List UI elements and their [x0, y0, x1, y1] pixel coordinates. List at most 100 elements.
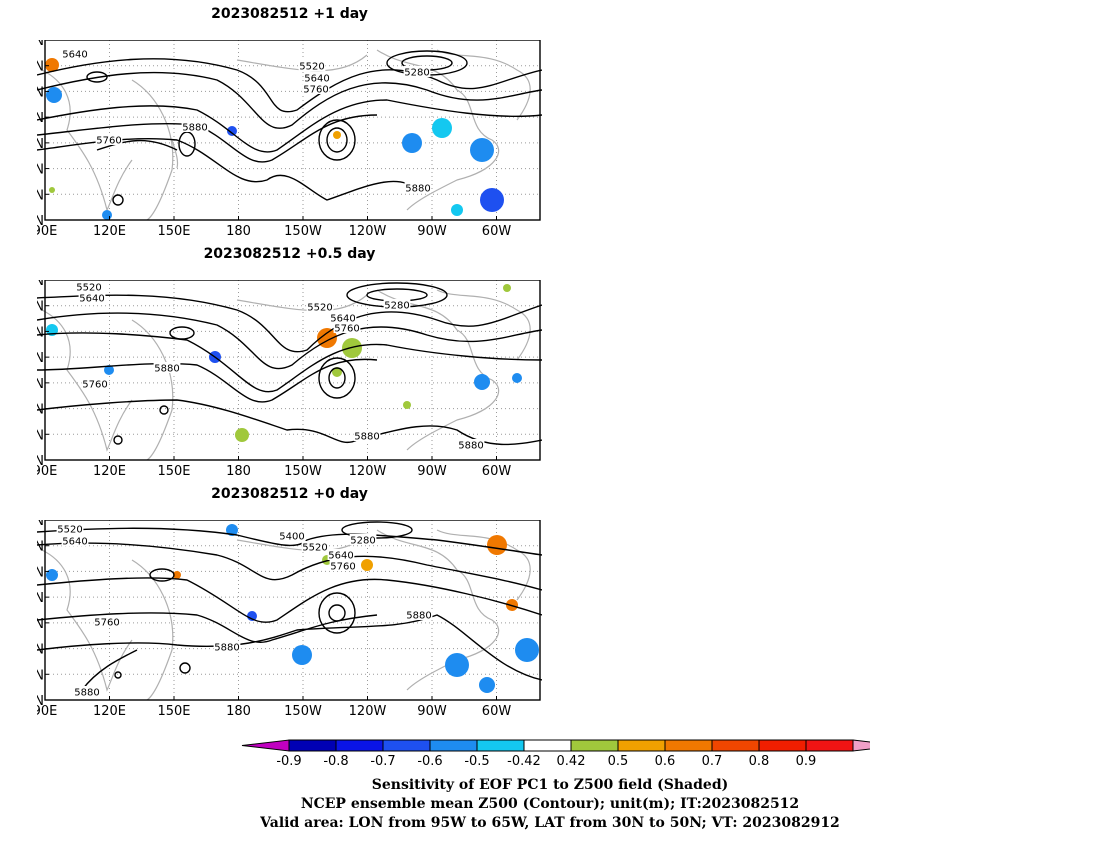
lat-tick-label: 80N	[37, 280, 44, 289]
lon-tick-label: 120E	[93, 464, 126, 479]
lon-tick-label: 120W	[349, 464, 387, 479]
colorbar-tick-label: -0.7	[370, 754, 395, 768]
lon-tick-label: 90W	[417, 224, 447, 239]
lat-tick-label: 20N	[37, 188, 44, 203]
colorbar-tick-label: 0.42	[557, 754, 586, 768]
lon-tick-label: 60W	[482, 704, 512, 719]
lat-tick-label: 40N	[37, 137, 44, 152]
lon-tick-label: 90E	[37, 464, 57, 479]
contour-label-bg	[56, 523, 84, 534]
lat-tick-label: 70N	[37, 540, 44, 555]
contour-label: 5640	[62, 50, 87, 61]
colorbar-tick-label: 0.6	[655, 754, 676, 768]
colorbar-graphic: -0.9 -0.8 -0.7 -0.6 -0.5 -0.42 0.42 0.5 0.6 0.7 0.…	[241, 739, 901, 769]
contour-label: 5880	[154, 364, 179, 375]
lon-tick-label: 60W	[482, 224, 512, 239]
lon-tick-label: 90E	[37, 224, 57, 239]
lon-tick-label: 150W	[284, 224, 322, 239]
colorbar-tick-label: -0.6	[417, 754, 442, 768]
contour-label-bg	[303, 72, 331, 83]
contour-label: 5760	[303, 85, 328, 96]
lon-tick-label: 60W	[482, 464, 512, 479]
coastlines	[41, 289, 531, 461]
colorbar-swatch	[664, 739, 713, 752]
contour-label-bg	[75, 281, 103, 292]
contour-label-bg	[353, 430, 381, 441]
grid-lines	[45, 280, 540, 460]
contour-label: 5640	[330, 314, 355, 325]
contour-label-bg	[306, 301, 334, 312]
contour-label-bg	[329, 560, 357, 571]
lat-tick-label: 10N	[37, 694, 44, 709]
lat-tick-label: 20N	[37, 668, 44, 683]
lat-tick-label: 30N	[37, 403, 44, 418]
contour-label-bg	[73, 686, 101, 697]
lon-tick-label: 90W	[417, 464, 447, 479]
lon-tick-label: 180	[226, 224, 251, 239]
colorbar-swatch	[335, 739, 384, 752]
colorbar-swatch	[382, 739, 431, 752]
colorbar-swatch	[523, 739, 572, 752]
colorbar-swatch	[570, 739, 619, 752]
contour-label: 5280	[350, 536, 375, 547]
lon-tick-label: 180	[226, 704, 251, 719]
contour-label-bg	[61, 535, 89, 546]
plot-frame	[44, 280, 541, 461]
lon-tick-label: 120W	[349, 704, 387, 719]
contour-label-bg	[403, 66, 431, 77]
grid-lines	[45, 40, 540, 220]
colorbar: -0.9 -0.8 -0.7 -0.6 -0.5 -0.42 0.42 0.5 0.6 0.7 0.…	[230, 738, 901, 769]
colorbar-tick-label: 0.9	[796, 754, 817, 768]
contour-label: 5640	[79, 294, 104, 305]
contour-label: 5280	[404, 68, 429, 79]
contour-label: 5760	[94, 618, 119, 629]
lon-tick-label: 90W	[417, 704, 447, 719]
z500-contours	[37, 50, 542, 206]
sensitivity-shading	[46, 524, 539, 693]
colorbar-swatch	[429, 739, 478, 752]
contour-label-bg	[405, 609, 433, 620]
contour-label: 5880	[405, 184, 430, 195]
colorbar-tick-label: -0.5	[464, 754, 489, 768]
lat-tick-label: 10N	[37, 214, 44, 229]
lat-tick-label: 40N	[37, 617, 44, 632]
lat-tick-label: 30N	[37, 163, 44, 178]
colorbar-tick-label: -0.9	[276, 754, 301, 768]
lon-tick-label: 120E	[93, 224, 126, 239]
contour-label: 5280	[384, 301, 409, 312]
contour-label: 5880	[354, 432, 379, 443]
colorbar-tick-label: 0.5	[608, 754, 629, 768]
contour-label-bg	[153, 362, 181, 373]
colorbar-left-arrow	[241, 739, 290, 752]
contour-label: 5520	[57, 525, 82, 536]
caption-line-1: Sensitivity of EOF PC1 to Z500 field (Sh…	[371, 777, 729, 793]
lon-tick-label: 120E	[93, 704, 126, 719]
lat-tick-label: 10N	[37, 454, 44, 469]
contour-label-bg	[93, 616, 121, 627]
contour-label-bg	[327, 549, 355, 560]
contour-label: 5640	[328, 551, 353, 562]
panel-title: 2023082512 +0.5 day	[203, 246, 376, 262]
contour-label-bg	[95, 134, 123, 145]
lat-tick-label: 70N	[37, 60, 44, 75]
panel-title: 2023082512 +0 day	[211, 486, 368, 502]
contour-label-bg	[349, 534, 377, 545]
contour-label: 5880	[182, 123, 207, 134]
lon-tick-label: 120W	[349, 224, 387, 239]
caption-line-3: Valid area: LON from 95W to 65W, LAT fro…	[260, 815, 840, 831]
lon-tick-label: 90E	[37, 704, 57, 719]
contour-label: 5760	[330, 562, 355, 573]
colorbar-swatch	[805, 739, 854, 752]
lat-tick-label: 80N	[37, 520, 44, 529]
contour-label-bg	[213, 641, 241, 652]
lon-tick-label: 150E	[157, 224, 190, 239]
colorbar-swatch	[617, 739, 666, 752]
lon-tick-label: 150E	[157, 704, 190, 719]
lat-tick-label: 80N	[37, 40, 44, 49]
contour-label-bg	[78, 292, 106, 303]
colorbar-right-arrow	[852, 739, 901, 752]
